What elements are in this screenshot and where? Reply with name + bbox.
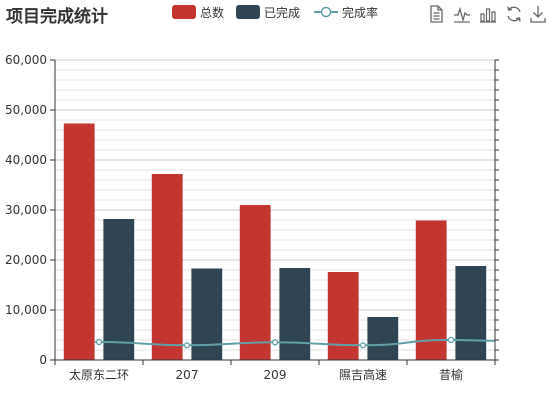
- legend-label-completed: 已完成: [264, 5, 301, 20]
- axes: 0 10,000 20,000 30,000 40,000 50,000 60,000 太原东…: [5, 53, 499, 382]
- legend-swatch-rate: [314, 6, 338, 18]
- rate-point: [271, 339, 279, 346]
- bar-completed: [279, 268, 311, 360]
- y-tick-label: 0: [39, 353, 47, 367]
- x-tick-label: 太原东二环: [69, 367, 129, 382]
- y-tick-label: 10,000: [5, 303, 47, 317]
- rate-point: [183, 342, 191, 349]
- legend-item-completed[interactable]: 已完成: [236, 4, 300, 20]
- download-icon[interactable]: [528, 4, 548, 24]
- y-tick-label: 20,000: [5, 253, 47, 267]
- x-tick-label: 隰吉高速: [339, 367, 387, 382]
- legend-item-total[interactable]: 总数: [172, 4, 224, 20]
- x-tick-label: 昔榆: [439, 367, 463, 382]
- bar-completed: [191, 268, 223, 360]
- chart-title: 项目完成统计: [6, 7, 108, 27]
- legend-item-rate[interactable]: 完成率: [314, 4, 378, 20]
- y-tick-label: 40,000: [5, 153, 47, 167]
- bar-chart-icon[interactable]: [478, 4, 498, 24]
- x-tick-label: 207: [176, 368, 199, 382]
- y-tick-label: 30,000: [5, 203, 47, 217]
- legend-label-total: 总数: [200, 5, 225, 20]
- legend-swatch-total: [172, 5, 196, 19]
- y-tick-label: 50,000: [5, 103, 47, 117]
- bars: [63, 123, 487, 360]
- x-tick-label: 209: [264, 368, 287, 382]
- bar-completed: [455, 266, 487, 360]
- bar-total: [151, 174, 183, 360]
- bar-total: [415, 220, 447, 360]
- bar-completed: [103, 219, 135, 360]
- bar-total: [239, 205, 271, 360]
- bar-total: [63, 123, 95, 360]
- rate-line-group: [95, 336, 496, 349]
- bar-completed: [367, 317, 399, 360]
- restore-icon[interactable]: [504, 4, 524, 24]
- line-chart-icon[interactable]: [452, 4, 472, 24]
- rate-point: [359, 342, 367, 349]
- legend-swatch-completed: [236, 5, 260, 19]
- data-view-icon[interactable]: [426, 4, 446, 24]
- legend-label-rate: 完成率: [342, 5, 379, 20]
- toolbox: [416, 4, 546, 26]
- rate-point: [95, 338, 103, 346]
- bar-total: [327, 272, 359, 360]
- rate-point: [447, 336, 455, 344]
- y-tick-label: 60,000: [5, 53, 47, 67]
